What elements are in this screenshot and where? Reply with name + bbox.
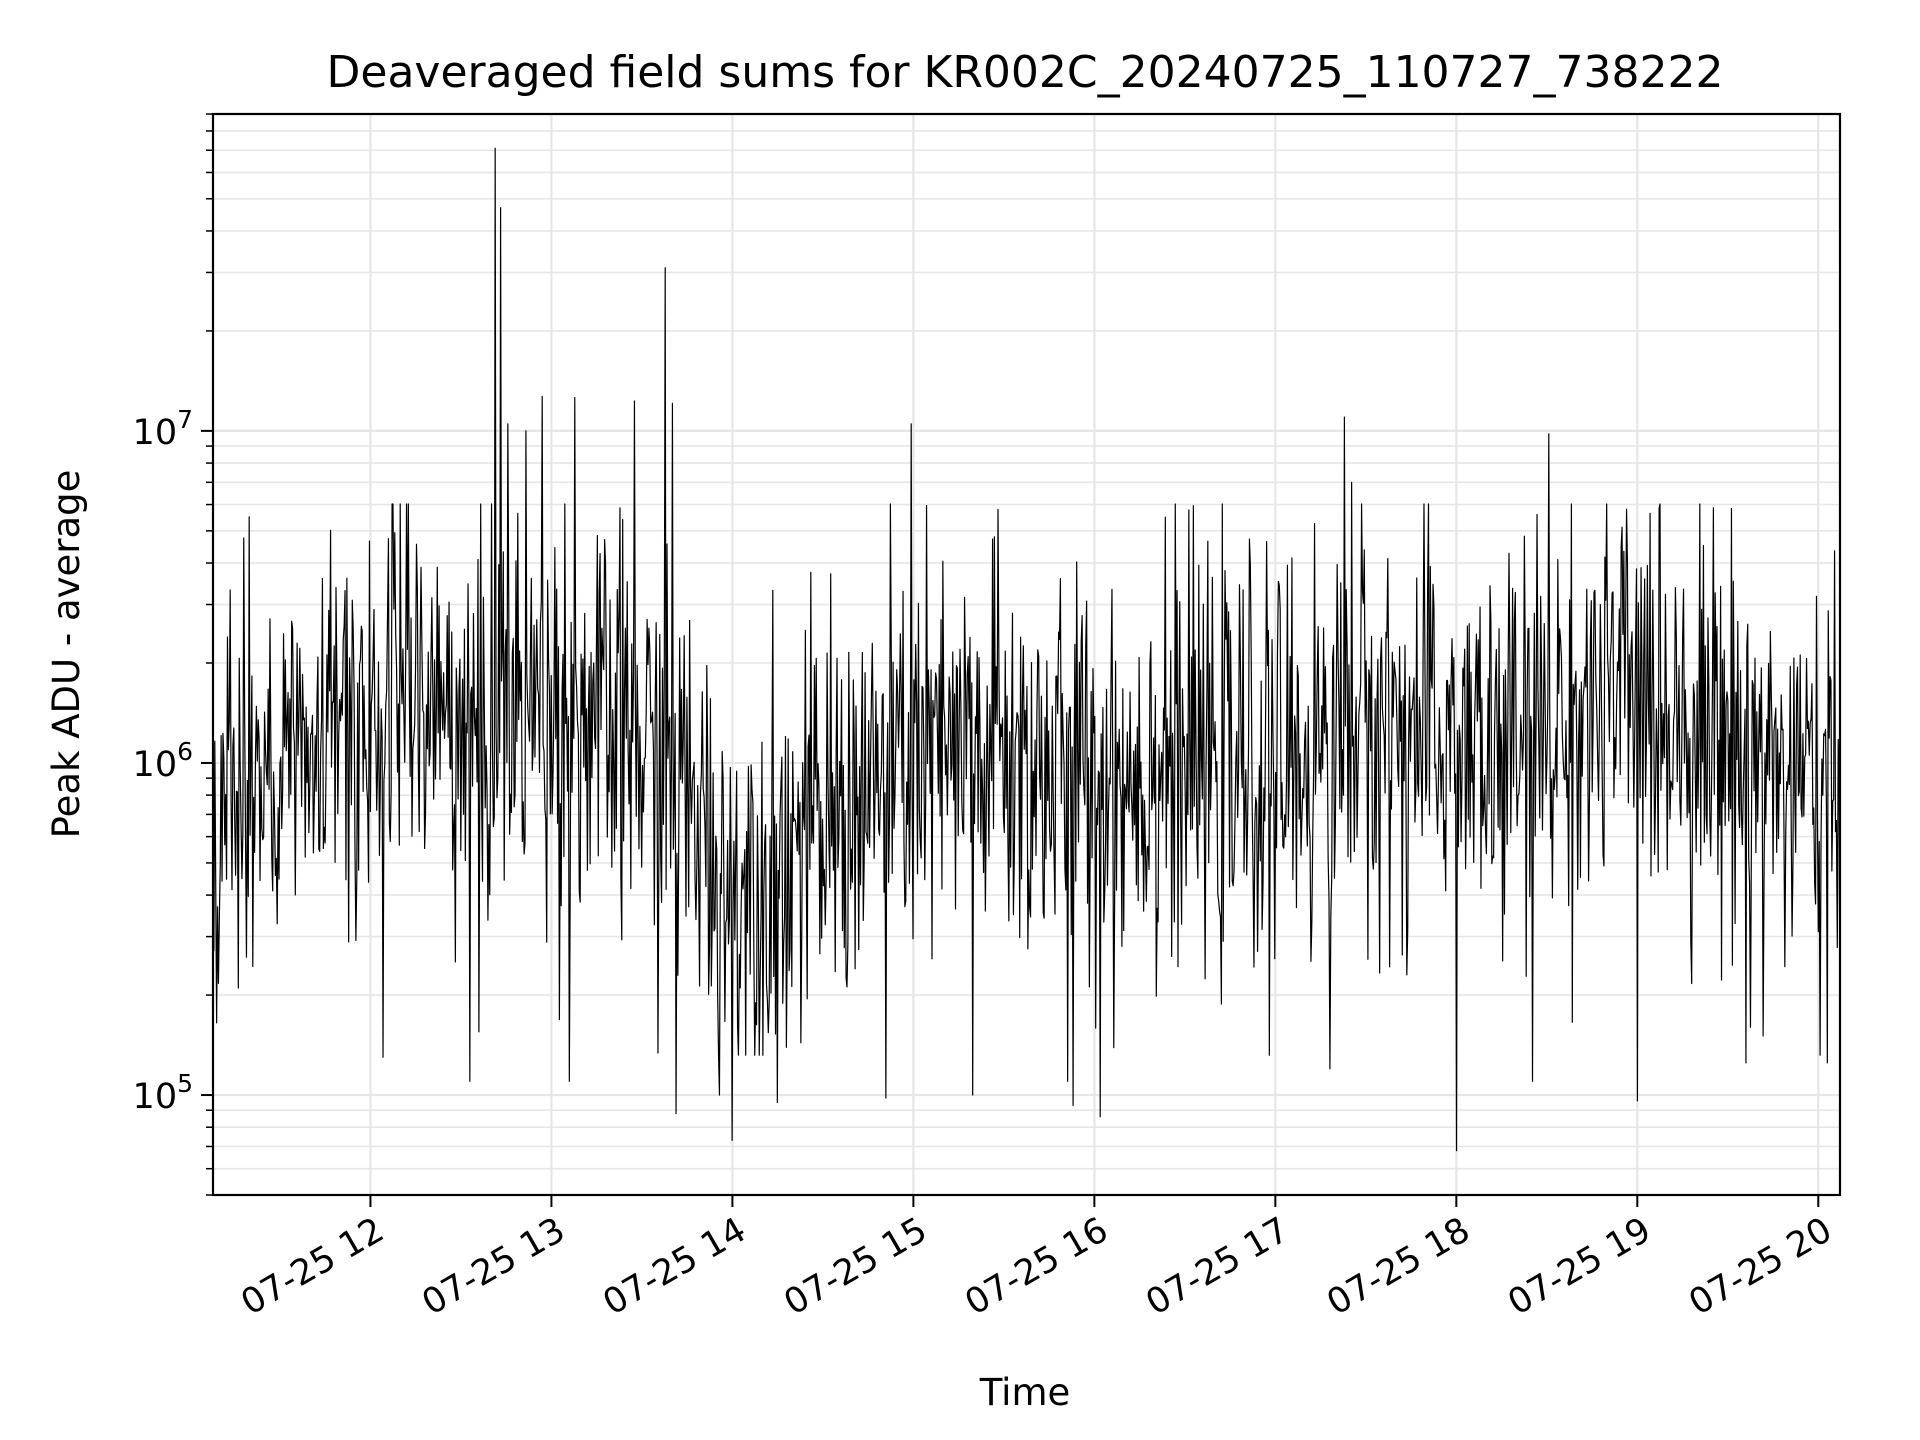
y-axis-label: Peak ADU - average <box>45 470 88 839</box>
plot-frame <box>211 112 1842 1197</box>
series-line <box>212 147 1841 1152</box>
chart-title: Deaveraged field sums for KR002C_2024072… <box>327 47 1724 98</box>
x-axis-label: Time <box>979 1371 1071 1414</box>
y-tick-label: 105 <box>133 1069 193 1117</box>
y-axis-ticks: 105 106 107 <box>133 113 213 1196</box>
series-line-layer <box>212 147 1841 1152</box>
y-tick-label: 107 <box>133 405 193 453</box>
y-tick-label: 106 <box>133 737 193 785</box>
